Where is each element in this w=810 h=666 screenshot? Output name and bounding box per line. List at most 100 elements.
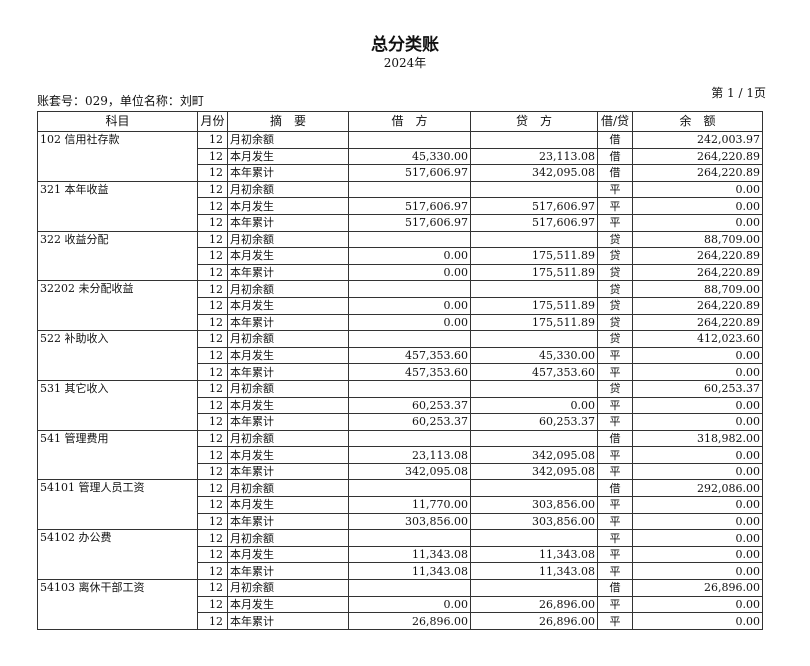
- month-cell: 12: [197, 379, 228, 398]
- month-cell: 12: [197, 313, 228, 332]
- month-cell: 12: [197, 247, 228, 265]
- summary-cell: 本月发生: [227, 247, 349, 265]
- balance-cell: 292,086.00: [632, 479, 763, 498]
- summary-cell: 月初余额: [227, 479, 349, 498]
- debit-cell: 0.00: [348, 296, 471, 315]
- account-name: 322 收益分配: [37, 230, 198, 282]
- month-cell: 12: [197, 197, 228, 215]
- balance-cell: 0.00: [632, 496, 763, 514]
- account-name: 102 信用社存款: [37, 131, 198, 182]
- direction-cell: 借: [597, 164, 633, 182]
- summary-cell: 本年累计: [227, 213, 349, 232]
- summary-cell: 月初余额: [227, 230, 349, 249]
- direction-cell: 平: [597, 562, 633, 581]
- summary-cell: 月初余额: [227, 379, 349, 398]
- balance-cell: 88,709.00: [632, 280, 763, 298]
- debit-cell: 0.00: [348, 263, 471, 282]
- credit-cell: 45,330.00: [470, 346, 598, 365]
- summary-cell: 本月发生: [227, 496, 349, 514]
- balance-cell: 60,253.37: [632, 379, 763, 398]
- summary-cell: 本年累计: [227, 263, 349, 282]
- month-cell: 12: [197, 296, 228, 315]
- page-number: 第 1 / 1页: [711, 86, 766, 100]
- balance-cell: 0.00: [632, 197, 763, 215]
- balance-cell: 264,220.89: [632, 263, 763, 282]
- balance-cell: 264,220.89: [632, 247, 763, 265]
- table-row: 12 本年累计 0.00 175,511.89 贷 264,220.89: [38, 313, 763, 332]
- balance-cell: 88,709.00: [632, 230, 763, 249]
- credit-cell: 517,606.97: [470, 213, 598, 232]
- credit-cell: [470, 131, 598, 149]
- account-name: 531 其它收入: [37, 379, 198, 431]
- credit-cell: [470, 180, 598, 199]
- month-cell: 12: [197, 562, 228, 581]
- debit-cell: [348, 230, 471, 249]
- credit-cell: 0.00: [470, 396, 598, 415]
- direction-cell: 平: [597, 346, 633, 365]
- month-cell: 12: [197, 180, 228, 199]
- ledger-title: 总分类账: [371, 35, 439, 55]
- summary-cell: 本年累计: [227, 462, 349, 481]
- credit-cell: [470, 330, 598, 348]
- credit-cell: [470, 479, 598, 498]
- table-row: 12 本月发生 517,606.97 517,606.97 平 0.00: [38, 197, 763, 215]
- direction-cell: 贷: [597, 230, 633, 249]
- summary-cell: 本年累计: [227, 512, 349, 531]
- month-cell: 12: [197, 147, 228, 166]
- debit-cell: 303,856.00: [348, 512, 471, 531]
- summary-cell: 月初余额: [227, 529, 349, 547]
- summary-cell: 本年累计: [227, 313, 349, 332]
- debit-cell: [348, 529, 471, 547]
- summary-cell: 本年累计: [227, 363, 349, 381]
- month-cell: 12: [197, 346, 228, 365]
- debit-cell: 0.00: [348, 313, 471, 332]
- account-name: 541 管理费用: [37, 429, 198, 481]
- direction-cell: 平: [597, 595, 633, 614]
- credit-cell: [470, 579, 598, 597]
- balance-cell: 0.00: [632, 346, 763, 365]
- balance-cell: 264,220.89: [632, 313, 763, 332]
- debit-cell: [348, 280, 471, 298]
- balance-cell: 264,220.89: [632, 164, 763, 182]
- debit-cell: 517,606.97: [348, 164, 471, 182]
- col-summary: 摘 要: [227, 111, 349, 132]
- table-row: 12 本月发生 0.00 26,896.00 平 0.00: [38, 595, 763, 614]
- direction-cell: 借: [597, 479, 633, 498]
- credit-cell: [470, 429, 598, 448]
- month-cell: 12: [197, 595, 228, 614]
- balance-cell: 318,982.00: [632, 429, 763, 448]
- direction-cell: 平: [597, 462, 633, 481]
- credit-cell: 457,353.60: [470, 363, 598, 381]
- summary-cell: 本月发生: [227, 545, 349, 564]
- debit-cell: 26,896.00: [348, 612, 471, 630]
- debit-cell: 457,353.60: [348, 363, 471, 381]
- summary-cell: 本月发生: [227, 595, 349, 614]
- table-row: 531 其它收入 12 月初余额贷 60,253.37: [37, 379, 763, 431]
- table-row: 541 管理费用 12 月初余额借 318,982.00: [37, 429, 763, 481]
- month-cell: 12: [197, 496, 228, 514]
- direction-cell: 借: [597, 147, 633, 166]
- balance-cell: 0.00: [632, 612, 763, 630]
- direction-cell: 平: [597, 413, 633, 431]
- summary-cell: 月初余额: [227, 579, 349, 597]
- credit-cell: 175,511.89: [470, 313, 598, 332]
- account-name: 32202 未分配收益: [37, 280, 198, 332]
- direction-cell: 平: [597, 213, 633, 232]
- credit-cell: 175,511.89: [470, 247, 598, 265]
- credit-cell: 23,113.08: [470, 147, 598, 166]
- table-row: 12 本年累计 517,606.97 342,095.08 借 264,220.89: [38, 164, 763, 182]
- direction-cell: 平: [597, 396, 633, 415]
- col-debit: 借 方: [348, 111, 471, 132]
- account-name: 54103 离休干部工资: [37, 579, 198, 630]
- table-row: 12 本月发生 0.00 175,511.89 贷 264,220.89: [38, 296, 763, 315]
- debit-cell: [348, 579, 471, 597]
- debit-cell: [348, 330, 471, 348]
- debit-cell: 11,343.08: [348, 545, 471, 564]
- balance-cell: 0.00: [632, 462, 763, 481]
- month-cell: 12: [197, 230, 228, 249]
- direction-cell: 平: [597, 197, 633, 215]
- balance-cell: 0.00: [632, 562, 763, 581]
- credit-cell: 175,511.89: [470, 263, 598, 282]
- balance-cell: 242,003.97: [632, 131, 763, 149]
- balance-cell: 0.00: [632, 413, 763, 431]
